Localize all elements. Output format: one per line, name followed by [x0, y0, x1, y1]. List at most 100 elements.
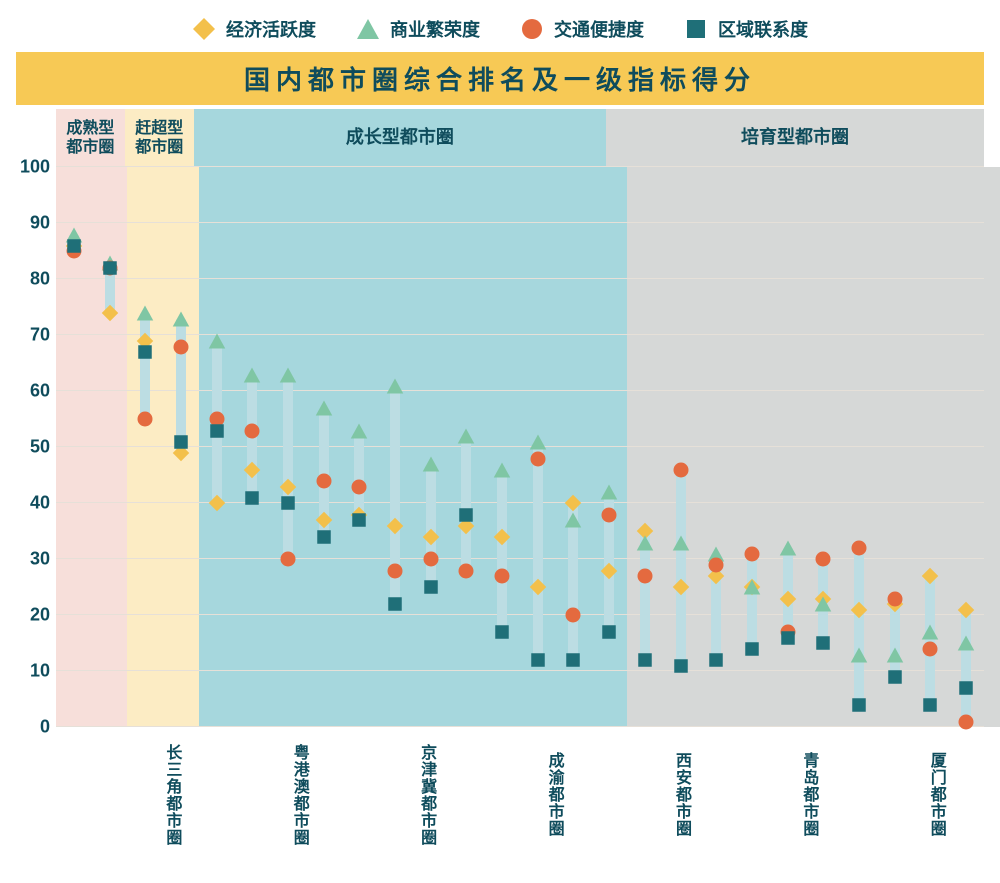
- square-marker: [457, 506, 475, 524]
- diamond-marker: [850, 601, 868, 619]
- triangle-marker: [743, 578, 761, 596]
- group-header: 成熟型都市圈: [56, 109, 125, 167]
- range-bar: [961, 610, 971, 722]
- group-header: 成长型都市圈: [194, 109, 606, 167]
- y-tick-label: 60: [30, 381, 50, 402]
- range-bar: [497, 470, 507, 632]
- y-tick-label: 90: [30, 213, 50, 234]
- square-marker: [921, 696, 939, 714]
- circle-icon: [520, 17, 544, 41]
- legend-label: 商业繁荣度: [390, 16, 480, 42]
- square-marker: [208, 422, 226, 440]
- diamond-marker: [600, 562, 618, 580]
- city-column: [663, 167, 699, 727]
- city-column: [627, 167, 663, 727]
- square-marker: [672, 657, 690, 675]
- x-axis-labels: 长三角都市圈粤港澳都市圈京津冀都市圈成渝都市圈西安都市圈青岛都市圈厦门都市圈武汉…: [56, 735, 1000, 854]
- triangle-marker: [315, 399, 333, 417]
- legend-item: 区域联系度: [684, 16, 808, 42]
- city-column: [805, 167, 841, 727]
- diamond-marker: [957, 601, 975, 619]
- circle-marker: [457, 562, 475, 580]
- y-tick-label: 30: [30, 549, 50, 570]
- square-marker: [529, 651, 547, 669]
- triangle-marker: [957, 634, 975, 652]
- diamond-marker: [564, 494, 582, 512]
- circle-marker: [814, 550, 832, 568]
- diamond-marker: [208, 494, 226, 512]
- group-headers: 成熟型都市圈赶超型都市圈成长型都市圈培育型都市圈: [56, 109, 984, 167]
- city-column: [877, 167, 913, 727]
- square-marker: [493, 623, 511, 641]
- y-tick-label: 70: [30, 325, 50, 346]
- square-icon: [684, 17, 708, 41]
- y-tick-label: 80: [30, 269, 50, 290]
- square-marker: [814, 634, 832, 652]
- diamond-marker: [779, 590, 797, 608]
- triangle-marker: [886, 646, 904, 664]
- y-tick-label: 0: [40, 717, 50, 738]
- circle-marker: [564, 606, 582, 624]
- square-marker: [243, 489, 261, 507]
- diamond-marker: [422, 528, 440, 546]
- city-column: [449, 167, 485, 727]
- chart-title: 国内都市圈综合排名及一级指标得分: [16, 52, 984, 105]
- legend-label: 区域联系度: [718, 16, 808, 42]
- city-column: [199, 167, 235, 727]
- square-marker: [743, 640, 761, 658]
- triangle-marker: [136, 304, 154, 322]
- legend-item: 交通便捷度: [520, 16, 644, 42]
- square-marker: [422, 578, 440, 596]
- city-column: [770, 167, 806, 727]
- triangle-marker: [921, 623, 939, 641]
- square-marker: [886, 668, 904, 686]
- range-bar: [283, 375, 293, 560]
- triangle-marker: [672, 534, 690, 552]
- circle-marker: [636, 567, 654, 585]
- triangle-marker: [172, 310, 190, 328]
- square-marker: [850, 696, 868, 714]
- diamond-marker: [493, 528, 511, 546]
- triangle-marker: [564, 511, 582, 529]
- square-marker: [957, 679, 975, 697]
- y-axis: 0102030405060708090100: [16, 167, 56, 727]
- diamond-marker: [672, 578, 690, 596]
- triangle-icon: [356, 17, 380, 41]
- y-tick-label: 100: [20, 157, 50, 178]
- city-column: [948, 167, 984, 727]
- city-column: [841, 167, 877, 727]
- city-column: [342, 167, 378, 727]
- triangle-marker: [279, 366, 297, 384]
- circle-marker: [350, 478, 368, 496]
- circle-marker: [136, 410, 154, 428]
- circle-marker: [957, 713, 975, 731]
- city-column: [234, 167, 270, 727]
- square-marker: [600, 623, 618, 641]
- diamond-marker: [279, 478, 297, 496]
- square-marker: [136, 343, 154, 361]
- y-tick-label: 10: [30, 661, 50, 682]
- circle-marker: [600, 506, 618, 524]
- diamond-marker: [529, 578, 547, 596]
- square-marker: [386, 595, 404, 613]
- circle-marker: [886, 590, 904, 608]
- triangle-marker: [636, 534, 654, 552]
- circle-marker: [243, 422, 261, 440]
- x-tick-label: 京津冀都市圈: [311, 735, 438, 854]
- square-marker: [350, 511, 368, 529]
- group-header: 赶超型都市圈: [125, 109, 194, 167]
- city-column: [734, 167, 770, 727]
- range-bar: [854, 548, 864, 705]
- triangle-marker: [814, 595, 832, 613]
- range-bar: [461, 436, 471, 570]
- triangle-marker: [386, 377, 404, 395]
- diamond-marker: [101, 304, 119, 322]
- triangle-marker: [350, 422, 368, 440]
- x-tick-label: 长三角都市圈: [56, 735, 183, 854]
- circle-marker: [850, 539, 868, 557]
- circle-marker: [172, 338, 190, 356]
- city-column: [127, 167, 163, 727]
- triangle-marker: [600, 483, 618, 501]
- city-column: [913, 167, 949, 727]
- legend-item: 经济活跃度: [192, 16, 316, 42]
